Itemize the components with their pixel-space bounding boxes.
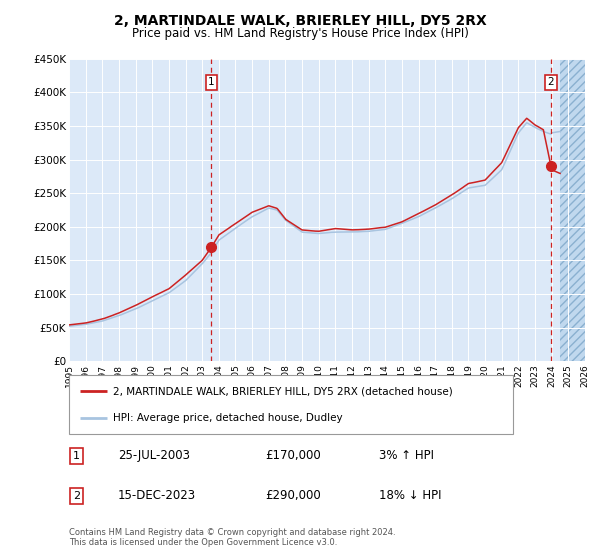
Text: 3% ↑ HPI: 3% ↑ HPI xyxy=(379,449,434,463)
Text: 2: 2 xyxy=(73,491,80,501)
Bar xyxy=(560,59,593,361)
Text: 15-DEC-2023: 15-DEC-2023 xyxy=(118,489,196,502)
Text: 18% ↓ HPI: 18% ↓ HPI xyxy=(379,489,441,502)
Text: Price paid vs. HM Land Registry's House Price Index (HPI): Price paid vs. HM Land Registry's House … xyxy=(131,27,469,40)
Text: 1: 1 xyxy=(73,451,80,461)
Text: Contains HM Land Registry data © Crown copyright and database right 2024.
This d: Contains HM Land Registry data © Crown c… xyxy=(69,528,395,547)
Text: 2, MARTINDALE WALK, BRIERLEY HILL, DY5 2RX (detached house): 2, MARTINDALE WALK, BRIERLEY HILL, DY5 2… xyxy=(113,386,453,396)
Text: 25-JUL-2003: 25-JUL-2003 xyxy=(118,449,190,463)
Text: 2, MARTINDALE WALK, BRIERLEY HILL, DY5 2RX: 2, MARTINDALE WALK, BRIERLEY HILL, DY5 2… xyxy=(113,14,487,28)
Bar xyxy=(560,59,593,361)
Text: HPI: Average price, detached house, Dudley: HPI: Average price, detached house, Dudl… xyxy=(113,413,343,423)
Text: 1: 1 xyxy=(208,77,215,87)
Text: £170,000: £170,000 xyxy=(265,449,321,463)
Text: £290,000: £290,000 xyxy=(265,489,321,502)
Text: 2: 2 xyxy=(548,77,554,87)
